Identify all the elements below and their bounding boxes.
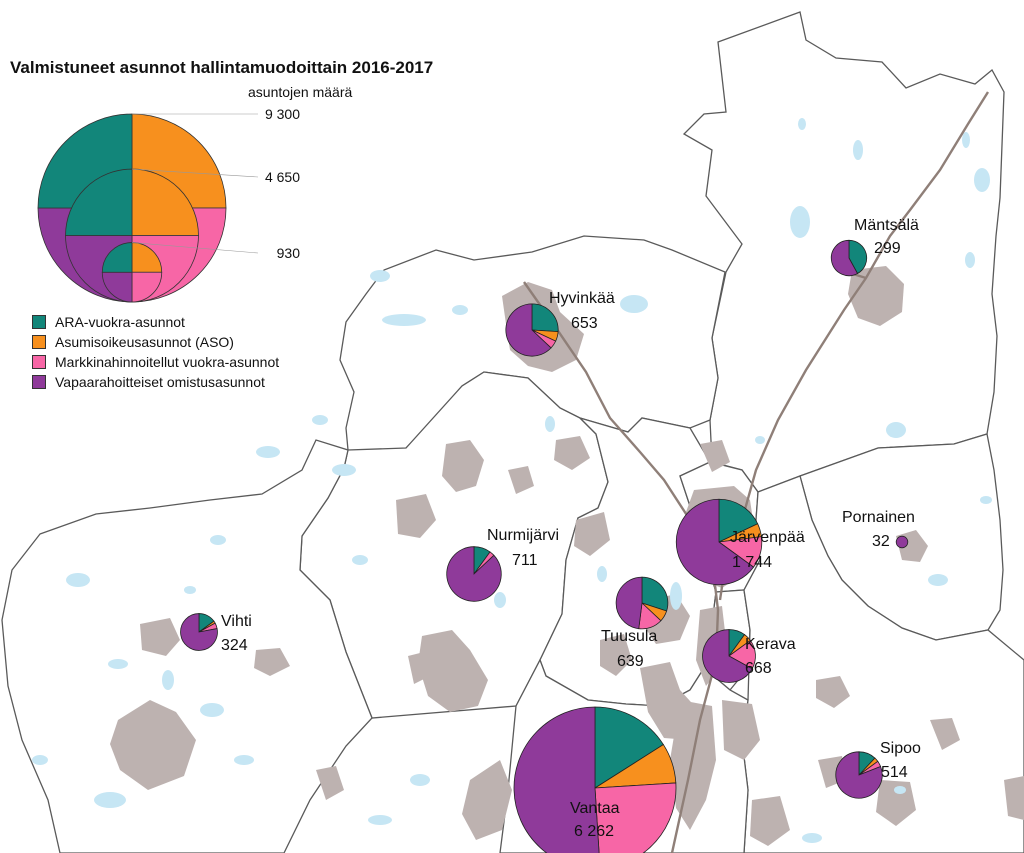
pie-sipoo-slice-owner: [835, 751, 883, 799]
legend-item-aso: Asumisoikeusasunnot (ASO): [32, 332, 279, 352]
municipality-total-label: 668: [745, 660, 772, 677]
municipality-total-label: 514: [881, 764, 908, 781]
pie-mntsl-slice-owner: [830, 239, 859, 277]
size-legend-quadrant-owner: [101, 271, 133, 303]
legend-item-ara: ARA-vuokra-asunnot: [32, 312, 279, 332]
legend-swatch-market: [32, 355, 46, 369]
pie-tuusula-slice-ara: [641, 576, 669, 612]
municipality-name-label: Kerava: [745, 636, 796, 653]
pie-tuusula-slice-owner: [615, 576, 643, 630]
size-legend-circle-1: [65, 168, 199, 303]
municipality-total-label: 639: [617, 653, 644, 670]
municipality-total-label: 1 744: [732, 554, 772, 571]
water-bodies: [32, 118, 992, 843]
pie-kerava-slice-owner: [702, 629, 753, 683]
map-title: Valmistuneet asunnot hallintamuodoittain…: [10, 58, 434, 77]
pie-nurmijrvi: Nurmijärvi 711: [446, 527, 559, 602]
legend-swatch-aso: [32, 335, 46, 349]
municipality-total-label: 324: [221, 637, 248, 654]
pie-tuusula: Tuusula 639: [601, 576, 669, 670]
color-legend: ARA-vuokra-asunnot Asumisoikeusasunnot (…: [32, 312, 279, 392]
municipality-name-label: Vantaa: [570, 800, 620, 817]
municipality-total-label: 299: [874, 240, 901, 257]
boundary-sipoo: [741, 475, 1024, 853]
municipality-total-label: 653: [571, 315, 598, 332]
pie-pornainen: Pornainen 32: [842, 509, 915, 550]
pie-pornainen-slice-owner: [895, 535, 909, 549]
legend-label-aso: Asumisoikeusasunnot (ASO): [55, 334, 234, 350]
size-legend-quadrant-market: [131, 271, 163, 303]
municipality-total-label: 6 262: [574, 823, 614, 840]
size-legend-leader: [131, 168, 259, 178]
pie-jrvenp-slice-owner: [675, 498, 755, 586]
municipality-name-label: Hyvinkää: [549, 290, 615, 307]
pie-vantaa-slice-owner: [513, 706, 600, 853]
municipality-pies: Mäntsälä 299 Hyvinkää 653 Järvenpää 1 744 Porn…: [180, 217, 921, 853]
pie-kerava: Kerava 668: [702, 629, 796, 683]
pie-hyvink-slice-owner: [505, 303, 552, 357]
legend-label-owner: Vapaarahoitteiset omistusasunnot: [55, 374, 265, 390]
municipality-total-label: 711: [512, 552, 538, 569]
pie-sipoo: Sipoo 514: [835, 740, 921, 799]
pie-vantaa-slice-ara: [594, 706, 664, 789]
size-legend-tick-label: 9 300: [265, 106, 300, 122]
pie-vihti-slice-owner: [180, 613, 218, 651]
pie-vantaa-slice-market: [594, 782, 677, 853]
municipality-name-label: Mäntsälä: [854, 217, 919, 234]
legend-swatch-owner: [32, 375, 46, 389]
size-legend-quadrant-ara: [65, 168, 133, 236]
pie-vihti: Vihti 324: [180, 613, 252, 654]
size-legend-circle-2: [101, 242, 163, 303]
municipality-name-label: Vihti: [221, 613, 252, 630]
pie-jrvenp: Järvenpää 1 744: [675, 498, 805, 586]
municipality-name-label: Järvenpää: [730, 529, 805, 546]
municipality-name-label: Tuusula: [601, 628, 657, 645]
municipality-name-label: Nurmijärvi: [487, 527, 559, 544]
legend-label-ara: ARA-vuokra-asunnot: [55, 314, 185, 330]
pie-mntsl: Mäntsälä 299: [830, 217, 919, 277]
pie-vantaa: Vantaa 6 262: [513, 706, 677, 853]
pie-hyvink: Hyvinkää 653: [505, 290, 615, 357]
pie-nurmijrvi-slice-owner: [446, 546, 502, 602]
size-legend: 9 300 4 650 930: [37, 106, 301, 303]
size-legend-tick-label: 930: [277, 245, 301, 261]
municipality-name-label: Pornainen: [842, 509, 915, 526]
pie-hyvink-slice-ara: [531, 303, 559, 333]
municipality-name-label: Sipoo: [880, 740, 921, 757]
size-legend-leader: [131, 242, 259, 254]
size-legend-header: asuntojen määrä: [248, 84, 353, 100]
legend-item-market: Markkinahinnoitellut vuokra-asunnot: [32, 352, 279, 372]
municipality-total-label: 32: [872, 533, 890, 550]
pie-jrvenp-slice-ara: [718, 498, 759, 543]
size-legend-quadrant-ara: [101, 242, 133, 273]
legend-swatch-ara: [32, 315, 46, 329]
legend-item-owner: Vapaarahoitteiset omistusasunnot: [32, 372, 279, 392]
size-legend-tick-label: 4 650: [265, 169, 300, 185]
legend-label-market: Markkinahinnoitellut vuokra-asunnot: [55, 354, 280, 370]
